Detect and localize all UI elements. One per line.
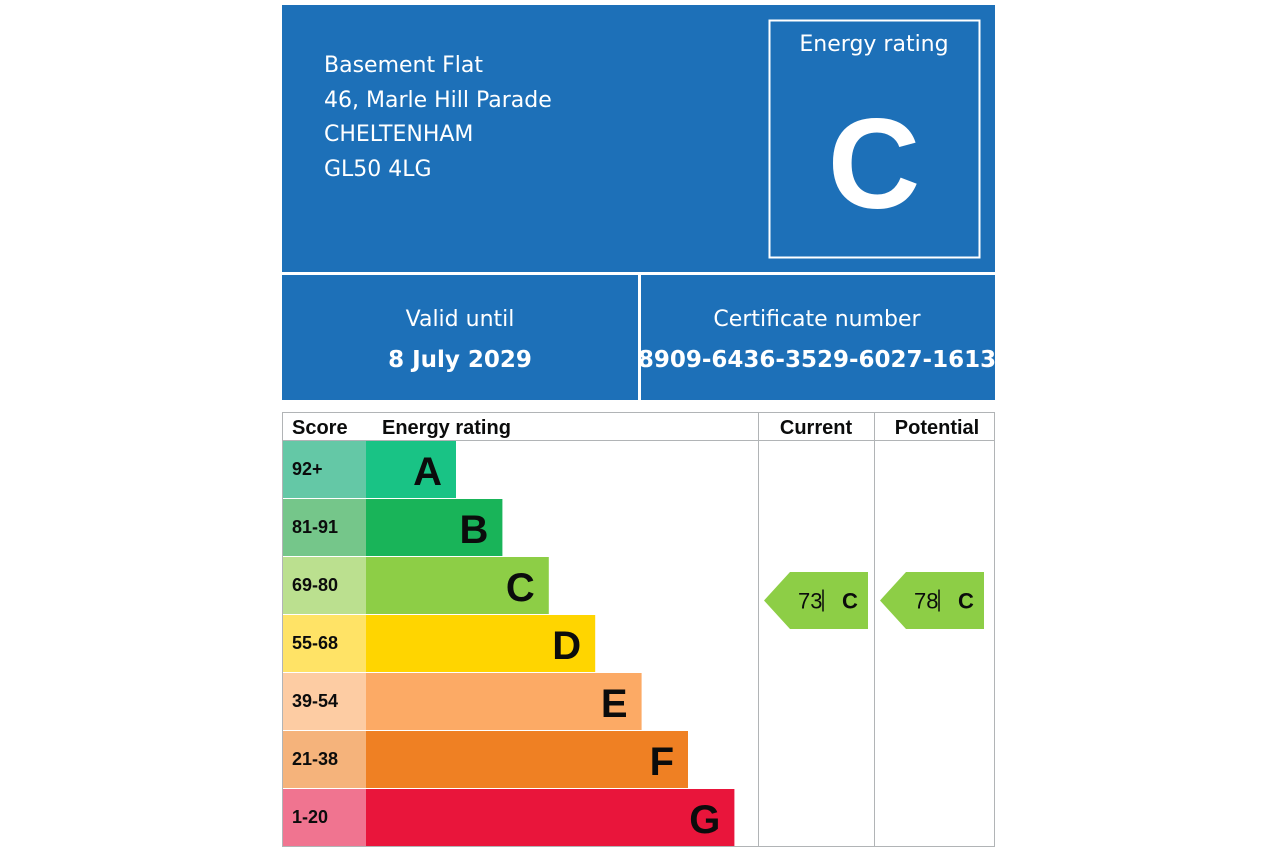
score-cell <box>283 731 366 788</box>
validity-panel <box>282 275 638 400</box>
band-bar <box>366 615 596 672</box>
rating-box <box>768 19 981 259</box>
band-letter: A <box>413 450 442 494</box>
score-cell <box>283 673 366 730</box>
rating-band: C <box>958 589 974 614</box>
band-bar <box>366 557 549 614</box>
rating-table: Score Energy rating Current Potential 92… <box>282 412 995 847</box>
address-line: Basement Flat <box>324 53 483 78</box>
rating-arrow <box>764 572 868 629</box>
band-bar <box>366 441 456 498</box>
column-header: Current <box>780 417 853 439</box>
header-panel <box>282 5 995 272</box>
column-header: Score <box>292 417 348 439</box>
score-cell <box>283 441 366 498</box>
band-bar <box>366 731 688 788</box>
score-cell <box>283 615 366 672</box>
certificate-number: 8909-6436-3529-6027-1613 <box>638 347 996 373</box>
band-letter: E <box>601 682 628 726</box>
band-letter: F <box>650 740 674 784</box>
validity-date: 8 July 2029 <box>388 347 532 373</box>
score-label: 1-20 <box>292 807 328 827</box>
score-label: 81-91 <box>292 517 338 537</box>
band-bar <box>366 789 735 846</box>
score-cell <box>283 499 366 556</box>
score-cell <box>283 557 366 614</box>
rating-score: 73 <box>798 589 822 614</box>
rating-label: Energy rating <box>799 32 948 57</box>
score-cell <box>283 789 366 846</box>
score-label: 92+ <box>292 459 323 479</box>
address-line: 46, Marle Hill Parade <box>324 88 552 113</box>
score-label: 55-68 <box>292 633 338 653</box>
band-letter: D <box>552 624 581 668</box>
rating-band: C <box>842 589 858 614</box>
band-letter: G <box>689 798 720 842</box>
rating-arrow <box>880 572 984 629</box>
rating-letter: C <box>828 93 920 236</box>
certificate-label: Certificate number <box>713 307 921 332</box>
address-line: GL50 4LG <box>324 157 432 182</box>
certificate-panel <box>641 275 995 400</box>
band-letter: C <box>506 566 535 610</box>
band-bar <box>366 499 503 556</box>
rating-score: 78 <box>914 589 938 614</box>
validity-label: Valid until <box>406 307 515 332</box>
column-header: Potential <box>895 417 979 439</box>
column-header: Energy rating <box>382 417 511 439</box>
band-bar <box>366 673 642 730</box>
band-letter: B <box>460 508 489 552</box>
score-label: 21-38 <box>292 749 338 769</box>
score-label: 39-54 <box>292 691 338 711</box>
score-label: 69-80 <box>292 575 338 595</box>
address-line: CHELTENHAM <box>324 122 473 147</box>
